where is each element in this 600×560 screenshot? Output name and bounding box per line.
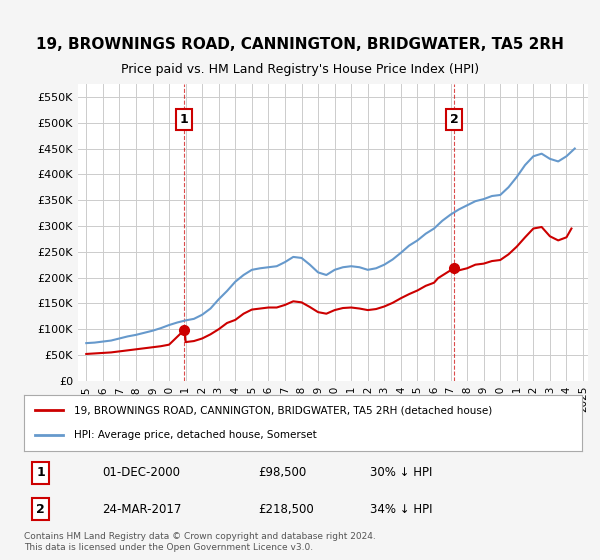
Text: Price paid vs. HM Land Registry's House Price Index (HPI): Price paid vs. HM Land Registry's House … (121, 63, 479, 77)
Text: 2: 2 (37, 503, 45, 516)
Text: 1: 1 (37, 466, 45, 479)
Text: £218,500: £218,500 (259, 503, 314, 516)
Text: £98,500: £98,500 (259, 466, 307, 479)
Text: 19, BROWNINGS ROAD, CANNINGTON, BRIDGWATER, TA5 2RH (detached house): 19, BROWNINGS ROAD, CANNINGTON, BRIDGWAT… (74, 405, 493, 416)
Text: 34% ↓ HPI: 34% ↓ HPI (370, 503, 433, 516)
Text: 19, BROWNINGS ROAD, CANNINGTON, BRIDGWATER, TA5 2RH: 19, BROWNINGS ROAD, CANNINGTON, BRIDGWAT… (36, 38, 564, 52)
Text: 30% ↓ HPI: 30% ↓ HPI (370, 466, 433, 479)
Text: HPI: Average price, detached house, Somerset: HPI: Average price, detached house, Some… (74, 430, 317, 440)
Text: 24-MAR-2017: 24-MAR-2017 (102, 503, 181, 516)
Text: 01-DEC-2000: 01-DEC-2000 (102, 466, 180, 479)
Text: Contains HM Land Registry data © Crown copyright and database right 2024.
This d: Contains HM Land Registry data © Crown c… (24, 532, 376, 552)
Text: 2: 2 (450, 113, 458, 126)
Text: 1: 1 (180, 113, 188, 126)
